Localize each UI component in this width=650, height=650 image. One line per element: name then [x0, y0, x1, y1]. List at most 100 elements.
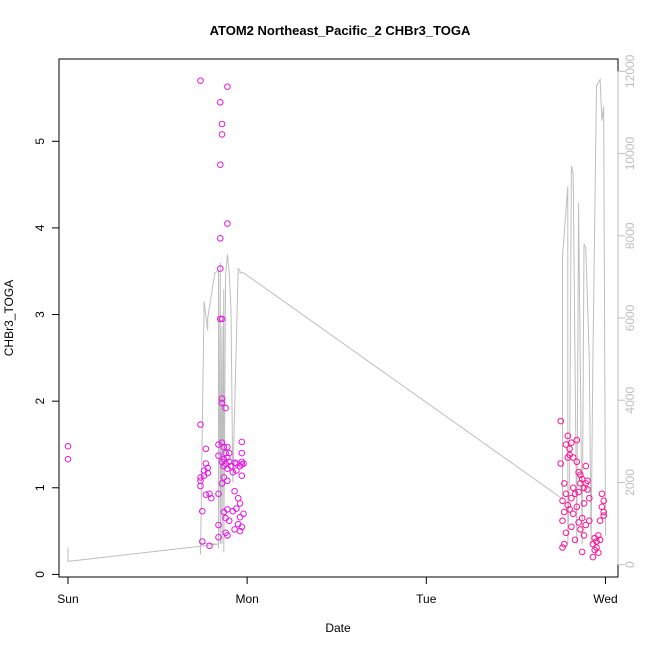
data-point — [64, 442, 72, 450]
data-point — [217, 99, 224, 106]
data-point — [224, 454, 231, 461]
data-point — [224, 220, 231, 227]
data-point — [217, 235, 224, 242]
data-point — [578, 548, 586, 556]
data-point — [564, 432, 572, 440]
data-point — [238, 523, 246, 531]
data-point — [596, 517, 604, 525]
data-point — [580, 484, 588, 492]
data-point — [596, 536, 604, 544]
data-point — [218, 395, 226, 402]
data-point — [204, 469, 211, 477]
data-point — [215, 521, 222, 529]
data-point — [206, 542, 213, 550]
data-point — [573, 458, 581, 466]
data-point — [573, 436, 581, 444]
data-point — [197, 77, 204, 84]
data-point — [224, 83, 231, 90]
y-tick-label: 5 — [33, 138, 47, 145]
data-point — [227, 462, 235, 470]
data-point — [222, 449, 229, 457]
y2-tick-label: 4000 — [623, 387, 637, 414]
data-point — [571, 490, 579, 498]
x-tick-label: Sun — [57, 592, 78, 606]
data-point — [584, 486, 591, 493]
y2-tick-label: 0 — [623, 561, 637, 568]
y-tick-label: 0 — [33, 571, 47, 578]
data-point — [577, 526, 584, 533]
data-point — [557, 460, 565, 467]
y-tick-label: 2 — [33, 398, 47, 405]
y-tick-label: 1 — [33, 484, 47, 491]
data-point — [197, 474, 204, 481]
data-point — [225, 449, 233, 457]
data-point — [240, 460, 247, 467]
data-point — [215, 441, 222, 448]
x-tick-label: Tue — [416, 592, 437, 606]
y-tick-label: 3 — [33, 311, 47, 318]
data-point — [199, 538, 206, 545]
data-point — [220, 443, 228, 451]
data-point — [573, 503, 581, 511]
y-axis: 0 1 2 3 4 5 — [33, 138, 60, 578]
data-point — [559, 544, 566, 551]
data-point — [569, 484, 577, 492]
data-point — [569, 510, 577, 518]
data-point — [240, 510, 247, 518]
data-point — [208, 494, 215, 502]
data-point — [217, 265, 224, 272]
data-point — [233, 505, 240, 512]
x-axis-label: Date — [325, 621, 351, 635]
data-point — [595, 549, 602, 557]
y2-tick-label: 6000 — [623, 304, 637, 331]
data-point — [197, 482, 204, 490]
data-point — [224, 532, 231, 539]
data-point — [202, 445, 210, 453]
data-point — [557, 417, 565, 425]
ambient-line — [67, 77, 606, 562]
data-point — [197, 421, 204, 428]
data-point — [231, 526, 238, 533]
y2-tick-label: 10000 — [623, 137, 637, 171]
data-point — [586, 494, 593, 502]
data-point — [220, 455, 228, 463]
data-point — [218, 315, 226, 323]
data-point — [238, 458, 246, 466]
data-point — [217, 161, 224, 168]
data-point — [564, 501, 572, 509]
x-tick-label: Wed — [593, 592, 617, 606]
y2-tick-label: 2000 — [623, 469, 637, 496]
data-point — [568, 523, 575, 531]
data-point — [238, 438, 246, 446]
data-point — [215, 490, 222, 498]
data-point — [231, 487, 238, 495]
data-point — [562, 490, 570, 498]
data-point — [202, 491, 210, 499]
data-point — [600, 508, 608, 516]
data-point — [575, 519, 582, 526]
data-point — [222, 404, 229, 412]
data-point — [236, 513, 244, 521]
data-point — [224, 443, 231, 451]
data-point — [582, 521, 590, 529]
data-point — [561, 480, 568, 487]
data-point — [577, 471, 584, 479]
data-point — [568, 494, 575, 502]
y-tick-label: 4 — [33, 224, 47, 231]
data-point — [225, 517, 233, 525]
data-point — [578, 514, 586, 522]
data-point — [582, 462, 590, 470]
data-point — [580, 532, 588, 539]
data-point — [580, 500, 588, 507]
data-point — [218, 120, 226, 128]
data-point — [571, 536, 579, 544]
data-point — [218, 439, 226, 447]
data-point — [218, 480, 226, 487]
plot-frame — [58, 58, 619, 578]
ambient-line-series — [67, 77, 606, 562]
data-point — [220, 474, 228, 481]
x-tick-label: Mon — [235, 592, 258, 606]
data-point — [559, 517, 566, 525]
data-point — [218, 399, 226, 407]
